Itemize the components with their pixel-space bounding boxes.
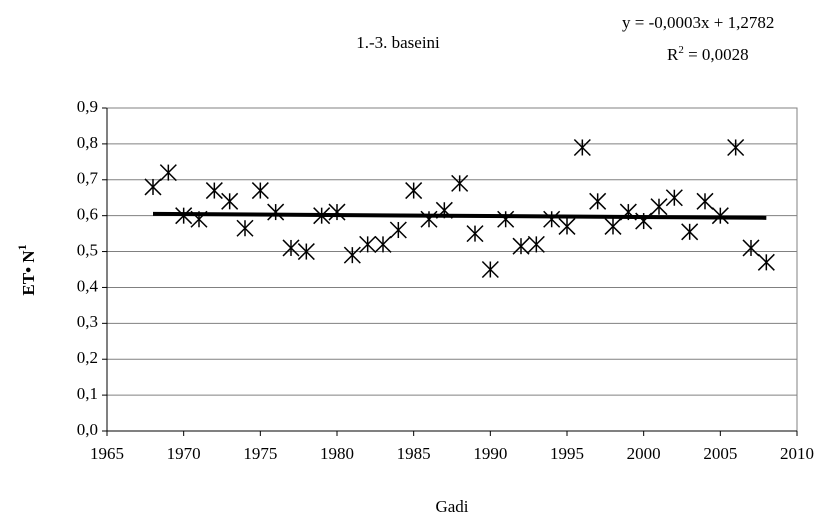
plot-border xyxy=(106,107,798,432)
marker xyxy=(742,239,760,257)
y-tick-label: 0,4 xyxy=(77,276,99,295)
x-tick-label: 1995 xyxy=(550,444,584,463)
y-tick-label: 0,9 xyxy=(77,97,98,116)
trend-equation: y = -0,0003x + 1,2782 xyxy=(622,13,774,32)
marker xyxy=(727,138,745,157)
marker xyxy=(650,198,668,216)
x-tick-label: 1965 xyxy=(90,444,124,463)
marker xyxy=(282,239,300,257)
x-tick-label: 2010 xyxy=(780,444,814,463)
marker xyxy=(236,219,254,237)
y-tick-label: 0,8 xyxy=(77,133,98,152)
marker xyxy=(144,178,162,196)
x-axis-label: Gadi xyxy=(435,497,468,516)
x-tick-label: 1980 xyxy=(320,444,354,463)
x-tick-label: 2005 xyxy=(703,444,737,463)
marker xyxy=(527,235,545,253)
chart-title: 1.-3. baseini xyxy=(356,33,440,52)
marker xyxy=(512,237,530,255)
marker xyxy=(389,221,407,239)
x-tick-label: 1985 xyxy=(397,444,431,463)
r-squared-base: R xyxy=(667,45,679,64)
marker xyxy=(558,217,576,235)
r-squared: R2 = 0,0028 xyxy=(667,44,749,64)
r-squared-sup: 2 xyxy=(678,44,684,56)
y-axis-label: ET• N1 xyxy=(15,244,38,295)
y-axis-label-text: ET• N xyxy=(19,250,38,296)
marker xyxy=(604,217,622,235)
x-tick-label: 2000 xyxy=(627,444,661,463)
marker xyxy=(343,246,361,264)
y-tick-label: 0,7 xyxy=(77,169,99,188)
marker xyxy=(757,253,775,271)
y-axis-label-sup: 1 xyxy=(15,244,29,250)
y-tick-label: 0,1 xyxy=(77,384,98,403)
y-tick-label: 0,5 xyxy=(77,240,98,259)
r-squared-text: = 0,0028 xyxy=(684,45,749,64)
marker xyxy=(251,182,269,200)
y-tick-label: 0,0 xyxy=(77,420,98,439)
x-tick-label: 1970 xyxy=(167,444,201,463)
marker xyxy=(328,203,346,221)
marker xyxy=(221,192,239,210)
marker xyxy=(573,138,591,157)
marker xyxy=(205,182,223,200)
marker xyxy=(297,243,315,261)
marker xyxy=(466,225,484,243)
marker xyxy=(159,164,177,182)
marker xyxy=(681,223,699,241)
marker xyxy=(451,174,469,192)
x-tick-label: 1990 xyxy=(473,444,507,463)
marker xyxy=(359,235,377,253)
marker xyxy=(267,203,285,221)
y-tick-label: 0,3 xyxy=(77,312,98,331)
marker xyxy=(497,210,515,228)
marker xyxy=(374,235,392,253)
marker xyxy=(405,182,423,200)
y-tick-label: 0,6 xyxy=(77,205,98,224)
marker xyxy=(589,192,607,210)
marker xyxy=(481,260,499,279)
y-tick-label: 0,2 xyxy=(77,348,98,367)
marker xyxy=(696,192,714,210)
marker xyxy=(665,189,683,207)
x-tick-label: 1975 xyxy=(243,444,277,463)
trend-line xyxy=(152,211,767,220)
marker xyxy=(543,210,561,228)
